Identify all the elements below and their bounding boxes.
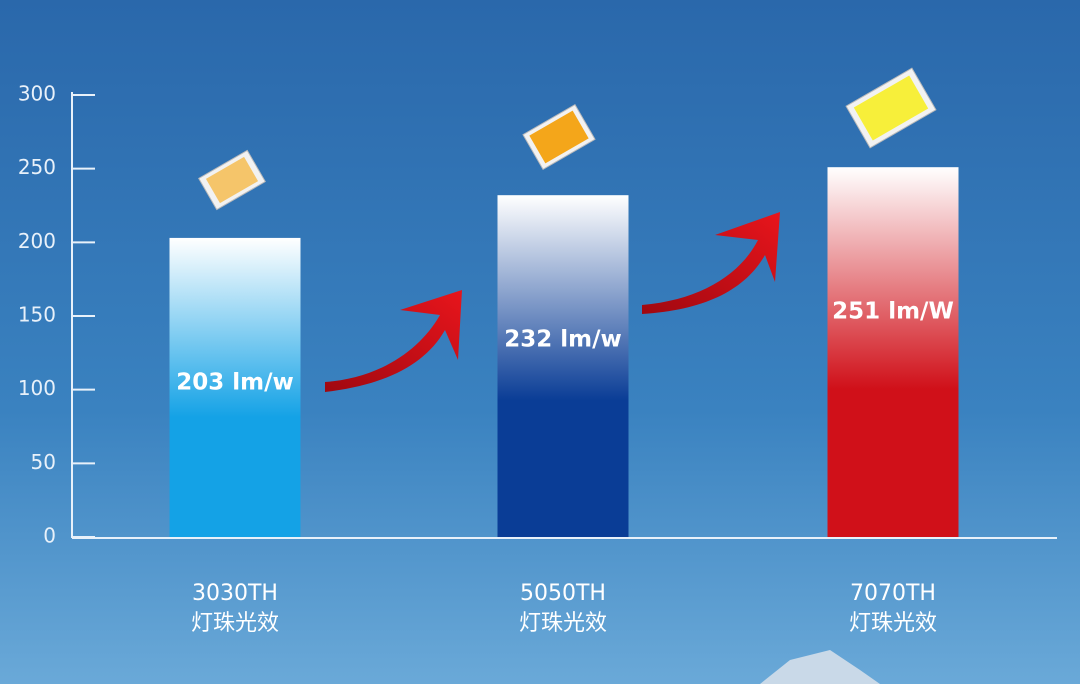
y-tick-label: 200 xyxy=(18,229,56,253)
bar xyxy=(497,195,629,538)
y-tick-label: 150 xyxy=(18,303,56,327)
y-tick-label: 300 xyxy=(18,82,56,106)
y-tick-label: 250 xyxy=(18,155,56,179)
arrow xyxy=(325,290,462,392)
value-label: 251 lm/W xyxy=(832,299,954,325)
led-chip xyxy=(198,149,266,211)
x-tick-label: 5050TH xyxy=(520,581,606,606)
y-tick-label: 100 xyxy=(18,376,56,400)
bar xyxy=(169,237,301,537)
arrow xyxy=(642,212,780,314)
value-label: 232 lm/w xyxy=(504,327,622,353)
x-tick-note: 灯珠光效 xyxy=(519,611,607,636)
mountain xyxy=(760,650,880,684)
value-label: 203 lm/w xyxy=(176,369,294,395)
x-tick-label: 7070TH xyxy=(850,581,936,606)
x-tick-note: 灯珠光效 xyxy=(849,611,937,636)
x-tick-note: 灯珠光效 xyxy=(191,611,279,636)
bar xyxy=(827,167,959,537)
led-chip xyxy=(845,67,937,149)
y-tick-label: 50 xyxy=(31,450,56,474)
x-tick-label: 3030TH xyxy=(192,581,278,606)
led-chip xyxy=(522,103,596,171)
y-tick-label: 0 xyxy=(43,524,56,548)
